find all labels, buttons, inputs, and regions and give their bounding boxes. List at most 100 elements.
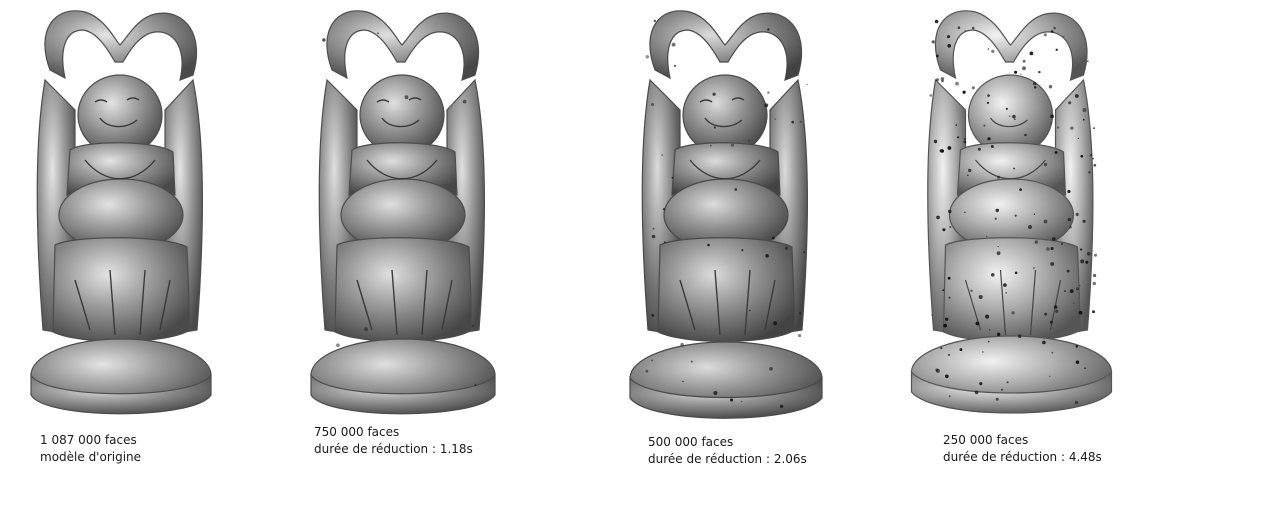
mesh-artifact-speck [730,398,734,402]
mesh-artifact-speck [773,321,778,326]
mesh-artifact-speck [690,360,693,363]
mesh-artifact-speck [1054,151,1058,154]
mesh-artifact-speck [404,95,409,100]
mesh-artifact-speck [1050,30,1054,33]
mesh-artifact-speck [987,94,990,97]
mesh-artifact-speck [967,174,969,177]
model-detail-label: durée de réduction : 4.48s [943,450,1102,464]
mesh-artifact-speck [940,77,945,81]
mesh-artifact-speck [990,145,994,148]
mesh-artifact-speck [1087,252,1091,256]
mesh-artifact-speck [995,397,999,401]
mesh-artifact-speck [1089,154,1093,157]
mesh-artifact-speck [963,140,967,144]
mesh-artifact-speck [803,251,805,254]
model-panel-original: 1 087 000 faces modèle d'origine [15,0,295,521]
mesh-artifact-speck [995,208,999,213]
mesh-artifact-speck [734,188,738,191]
mesh-artifact-speck [933,139,938,144]
mesh-artifact-speck [767,91,770,94]
mesh-artifact-speck [1093,273,1097,278]
mesh-artifact-speck [963,137,966,140]
model-caption: 1 087 000 faces modèle d'origine [40,432,141,466]
mesh-artifact-speck [936,215,940,220]
mesh-artifact-speck [1085,260,1089,264]
mesh-artifact-speck [964,29,966,32]
mesh-artifact-speck [987,340,990,343]
face-count-label: 250 000 faces [943,433,1029,447]
mesh-artifact-speck [1069,226,1072,229]
mesh-artifact-speck [1014,214,1017,217]
mesh-artifact-speck [947,276,951,280]
model-caption: 750 000 faces durée de réduction : 1.18s [314,424,473,458]
mesh-artifact-speck [653,19,656,23]
mesh-artifact-speck [1077,137,1079,139]
mesh-artifact-speck [1068,101,1072,105]
mesh-artifact-speck [1014,271,1018,275]
mesh-artifact-speck [1087,60,1089,62]
mesh-artifact-speck [964,211,966,213]
mesh-artifact-speck [1074,400,1079,405]
mesh-artifact-speck [1049,320,1053,324]
mesh-artifact-speck [664,241,666,244]
mesh-artifact-speck [769,367,773,371]
mesh-artifact-speck [731,143,734,147]
face-count-label: 1 087 000 faces [40,433,137,447]
mesh-artifact-speck [935,368,940,373]
mesh-artifact-speck [1048,85,1053,89]
mesh-artifact-speck [1003,283,1007,287]
mesh-artifact-speck [1092,310,1095,314]
mesh-artifact-speck [1092,158,1094,160]
mesh-artifact-speck [377,32,379,35]
mesh-artifact-speck [970,289,973,292]
mesh-artifact-speck [671,42,676,47]
mesh-artifact-speck [982,351,984,353]
mesh-artifact-speck [1013,118,1016,121]
mesh-artifact-speck [1055,48,1058,51]
model-detail-label: durée de réduction : 2.06s [648,452,807,466]
mesh-artifact-speck [949,226,952,228]
mesh-artifact-speck [741,401,743,403]
mesh-artifact-speck [364,327,369,332]
mesh-artifact-speck [947,44,951,48]
mesh-artifact-speck [771,236,775,240]
mesh-artifact-speck [774,118,776,120]
mesh-artifact-speck [1001,388,1003,391]
mesh-artifact-speck [948,395,951,398]
mesh-artifact-speck [1005,292,1008,294]
buddha-statue-render [629,10,823,419]
mesh-artifact-speck [997,175,1000,179]
mesh-artifact-speck [1069,289,1074,293]
mesh-artifact-speck [931,40,935,44]
mesh-artifact-speck [1082,219,1086,223]
mesh-artifact-speck [996,332,1001,336]
mesh-artifact-speck [1073,302,1075,304]
mesh-artifact-speck [1005,107,1008,110]
mesh-artifact-speck [1055,309,1059,313]
model-caption: 500 000 faces durée de réduction : 2.06s [648,434,807,468]
mesh-artifact-speck [941,79,944,83]
mesh-artifact-speck [471,324,474,327]
mesh-artifact-speck [1063,35,1065,38]
mesh-artifact-speck [1013,167,1015,170]
mesh-artifact-speck [1011,311,1015,315]
mesh-artifact-speck [974,390,979,395]
model-panel-500k: 500 000 faces durée de réduction : 2.06s [610,0,890,521]
mesh-artifact-speck [652,227,655,230]
mesh-artifact-speck [1075,345,1079,348]
mesh-artifact-speck [1093,163,1097,167]
mesh-artifact-speck [645,369,649,373]
mesh-artifact-speck [955,124,957,126]
mesh-artifact-speck [1014,70,1018,74]
mesh-artifact-speck [474,383,477,386]
mesh-artifact-speck [1049,375,1051,377]
mesh-artifact-speck [1033,267,1035,269]
model-caption: 250 000 faces durée de réduction : 4.48s [943,432,1102,466]
mesh-artifact-speck [785,246,788,250]
mesh-artifact-speck [947,35,950,39]
mesh-artifact-speck [1043,219,1048,224]
mesh-artifact-speck [1020,73,1022,75]
mesh-artifact-speck [748,139,750,142]
face-count-label: 500 000 faces [648,435,734,449]
model-detail-label: modèle d'origine [40,450,142,464]
